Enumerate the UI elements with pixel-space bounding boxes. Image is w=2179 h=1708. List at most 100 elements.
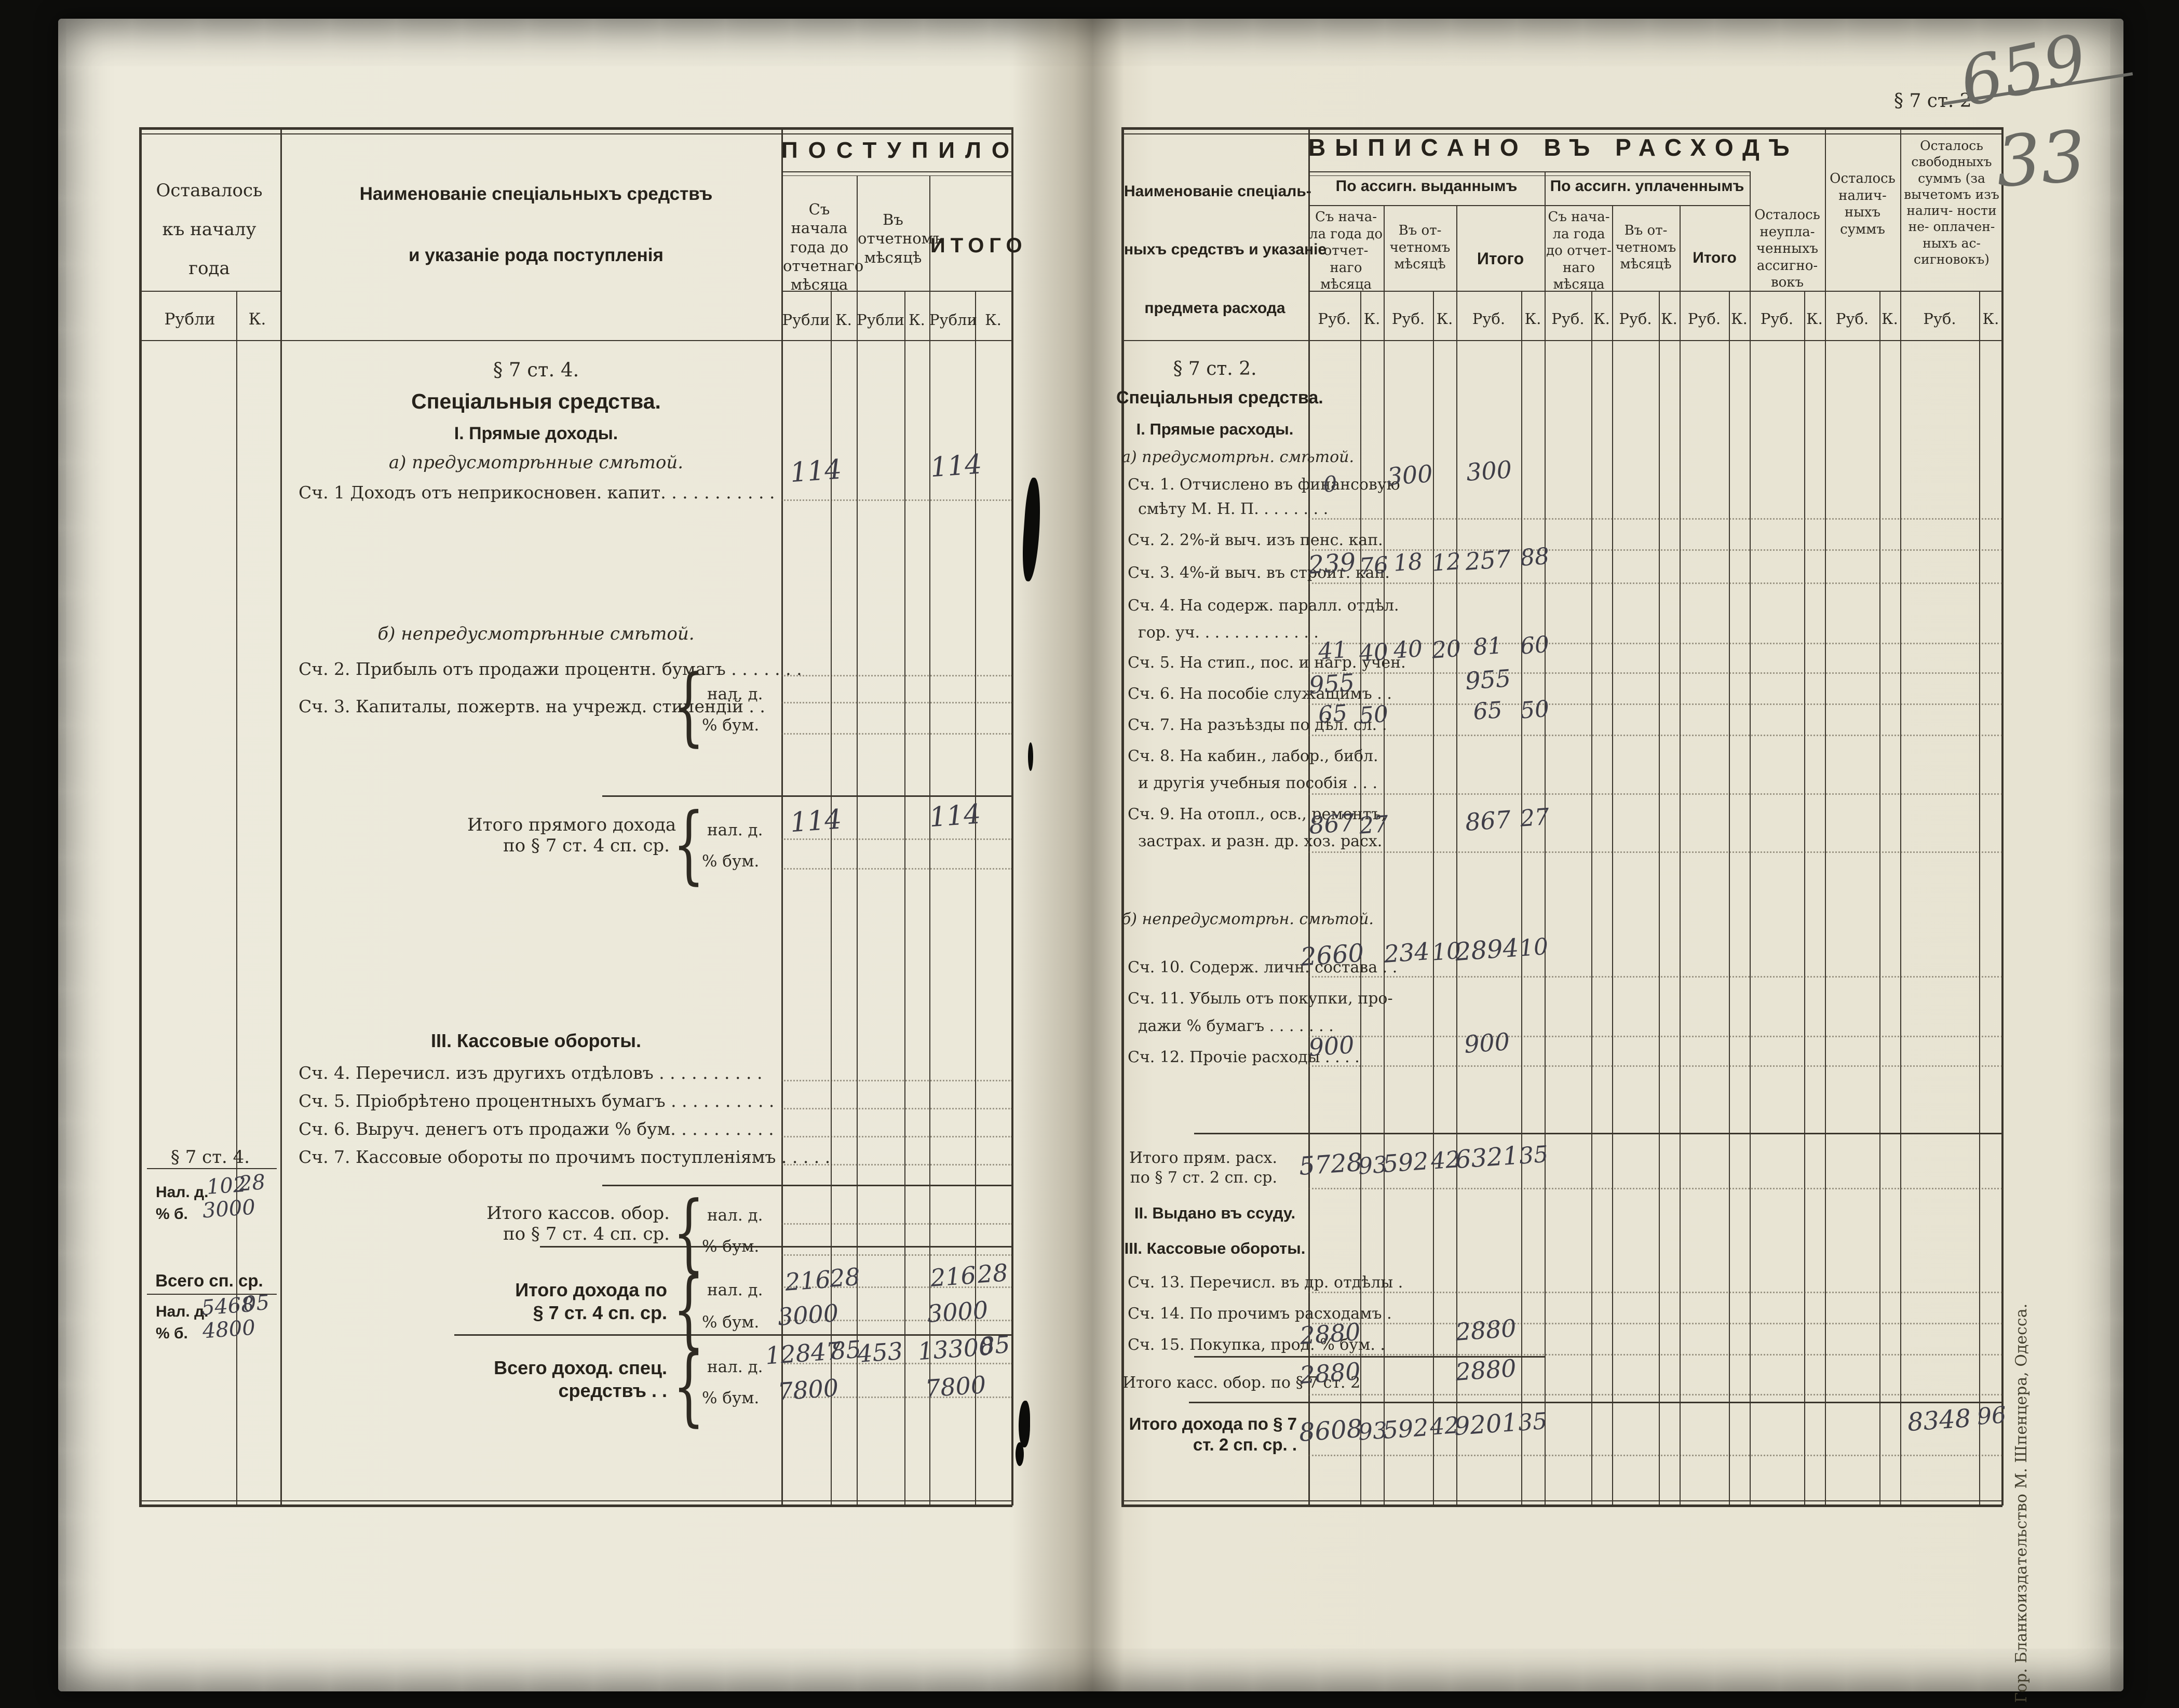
leader-dots (781, 1286, 1012, 1288)
expense-row-5-total-kop: 60 (1519, 631, 1550, 660)
col-header-name-line3: предмета расхода (1144, 300, 1285, 317)
section-cash-turnover: III. Кассовые обороты. (430, 1030, 642, 1051)
grid-line (1121, 1504, 2002, 1507)
subcol-kopeks: К. (835, 311, 852, 329)
subcol-rub: Руб. (1551, 310, 1585, 328)
leader-dots (1308, 1323, 2002, 1324)
income-row-1-total: 114 (929, 449, 983, 484)
leader-dots (1308, 1354, 2002, 1355)
subcol-rubles: Рубли (857, 311, 904, 329)
brace-icon: { (673, 1336, 705, 1436)
income-row-2: Сч. 2. Прибыль отъ продажи процентн. бум… (299, 659, 802, 679)
expense-row-4-line2: гор. уч. . . . . . . . . . . . . (1138, 623, 1319, 642)
col-header-remaining: Оставалось къ началу года (156, 180, 263, 279)
grid-line (147, 1168, 277, 1169)
fold-seam (1012, 19, 1124, 1691)
expense-row-10-col2-rub: 234 (1383, 937, 1431, 968)
grid-line (1194, 1133, 2002, 1134)
expense-row-1-col2: 300 (1386, 459, 1434, 491)
section-ref-income: § 7 ст. 4. (493, 359, 579, 381)
expense-row-10-total-kop: 10 (1518, 933, 1549, 962)
grand-total-cash-col1-rub: 12847 (764, 1336, 843, 1370)
expense-row-3-col2-kop: 12 (1431, 548, 1462, 577)
grid-line (781, 175, 1012, 176)
expense-row-10-col1: 2660 (1300, 938, 1365, 972)
section-loans: II. Выдано въ ссуду. (1134, 1204, 1296, 1222)
expense-row-9-line2: застрах. и разн. др. хоз. расх. (1138, 832, 1383, 850)
grid-line (540, 1246, 1012, 1248)
group-title-expensed: ВЫПИСАНО ВЪ РАСХОДЪ (1308, 134, 1799, 161)
subcol-rubles: Рубли (929, 311, 977, 329)
income-row-5: Сч. 5. Пріобрѣтено процентныхъ бумагъ . … (299, 1091, 775, 1111)
section-direct-expenses: I. Прямые расходы. (1136, 420, 1294, 438)
total-income-secur-total: 3000 (926, 1295, 989, 1328)
total-cashturn-line1: Итого кассов. обор. (486, 1203, 670, 1224)
leader-dots (1308, 1065, 2002, 1067)
expense-row-11-line2: дажи % бумагъ . . . . . . . (1138, 1017, 1334, 1035)
grid-line (904, 291, 905, 1506)
col-header-cash-remaining: Осталось налич- ныхъ суммъ (1830, 171, 1896, 237)
col-header-unpaid-remaining: Осталось неупла- ченныхъ ассигно- вокъ (1754, 207, 1820, 290)
grid-line (1591, 291, 1592, 1506)
subcol-rub: Руб. (1318, 310, 1351, 328)
subcol-kop: К. (1436, 310, 1453, 328)
securities-sublabel: % бум. (702, 1389, 760, 1407)
total-direct-cash-col1: 114 (789, 804, 843, 839)
col-header-since-year-start: Съ нача- ла года до отчет- наго мѣсяца (1309, 209, 1383, 292)
total-income-secur-col1: 3000 (777, 1298, 840, 1331)
expense-row-10-total-rub: 2894 (1454, 933, 1520, 967)
grand-total-line2: средствъ . . (558, 1380, 667, 1401)
grand-total-secur-col1: 7800 (777, 1373, 840, 1406)
grid-line (1659, 291, 1660, 1506)
grid-line (1456, 205, 1457, 1506)
brace-icon: { (673, 656, 705, 756)
leader-dots (1308, 851, 2002, 853)
total-direct-exp-total-rub: 6321 (1454, 1141, 1520, 1175)
leader-dots (1308, 976, 2002, 978)
grid-line (1825, 127, 1826, 1506)
expense-row-9-total-rub: 867 (1464, 805, 1512, 836)
grid-line (781, 171, 1012, 172)
leader-dots (781, 1108, 1012, 1109)
grid-line (1308, 175, 1750, 176)
grid-line (1979, 291, 1980, 1506)
section-special-funds: Спеціальныя средства. (411, 389, 661, 413)
col-header-name-line1: Наименованіе спеціальныхъ средствъ (359, 184, 713, 204)
subcol-kop: К. (1882, 310, 1898, 328)
expense-row-5-col2-rub: 40 (1392, 635, 1424, 664)
total-direct-exp-line1: Итого прям. расх. (1129, 1149, 1277, 1167)
expense-row-1-line1: Сч. 1. Отчислено въ финансовую (1128, 476, 1400, 494)
col-header-since-year-start: Съ начала года до отчетнаго мѣсяца (783, 200, 864, 293)
grand-total-cash-col2: 453 (856, 1337, 904, 1368)
subcol-kop: К. (1982, 310, 1999, 328)
total-cashturn-exp-total: 2880 (1454, 1353, 1518, 1387)
col-header-rubles: Рубли (164, 310, 215, 329)
subcol-kop: К. (1806, 310, 1823, 328)
grid-line (1121, 1500, 2002, 1501)
grand-total-cash-total-kop: 85 (978, 1330, 1011, 1360)
subcol-kopeks: К. (909, 311, 925, 329)
grid-line (1612, 205, 1613, 1506)
margin-securities-value: 3000 (201, 1195, 256, 1223)
grid-line (781, 291, 1012, 292)
group-header-issued: По ассигн. выданнымъ (1335, 178, 1518, 195)
grand-total-line1: Всего доход. спец. (494, 1357, 667, 1378)
grid-line (1433, 291, 1434, 1506)
margin-total-cash-rubles: 5468 (200, 1292, 255, 1320)
expense-row-7-col1-rub: 65 (1317, 700, 1348, 728)
income-row-3: Сч. 3. Капиталы, пожертв. на учрежд. сти… (299, 696, 765, 716)
group-header-paid: По ассигн. уплаченнымъ (1550, 178, 1744, 195)
subcol-kopeks: К. (985, 311, 1001, 329)
leader-dots (1308, 643, 2002, 644)
leader-dots (781, 1397, 1012, 1398)
expense-row-3-col1-kop: 76 (1358, 551, 1389, 580)
col-header-name-line1: Наименованіе спеціаль- (1124, 183, 1311, 200)
total-direct-exp-total-kop: 35 (1518, 1141, 1549, 1170)
expense-row-8-line1: Сч. 8. На кабин., лабор., библ. (1128, 747, 1378, 765)
expense-row-6-total: 955 (1464, 664, 1512, 695)
leader-dots (1308, 549, 2002, 551)
total-income-line1: Итого дохода по (515, 1279, 667, 1300)
grid-line (139, 291, 280, 292)
expense-row-15-total: 2880 (1454, 1313, 1518, 1347)
grid-line (147, 1294, 277, 1295)
